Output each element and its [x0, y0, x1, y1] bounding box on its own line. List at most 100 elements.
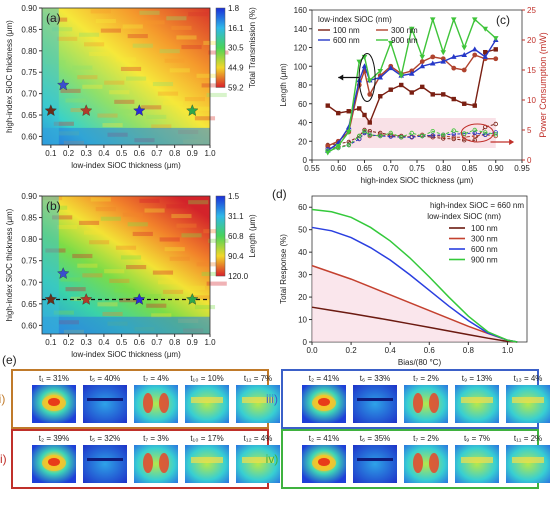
heatmap-texture-band — [196, 73, 217, 78]
power-point — [325, 148, 330, 154]
group-roman-label: i) — [0, 392, 5, 406]
y2-tick-label: 25 — [527, 6, 536, 15]
heatmap-texture-band — [201, 83, 222, 88]
y-tick-label: 0.70 — [21, 90, 37, 99]
y2-tick-label: 20 — [527, 36, 536, 45]
y-tick-label: 0.90 — [21, 4, 37, 13]
mode-lobe — [143, 393, 153, 413]
heatmap-texture-band — [60, 88, 81, 93]
x-tick-label: 0.8 — [169, 149, 181, 158]
colorbar-tick-label: 90.4 — [228, 252, 244, 261]
x-tick-label: 0.5 — [116, 149, 128, 158]
data-point — [482, 26, 489, 32]
mode-label: t₂ = 41% — [309, 374, 339, 383]
heatmap-texture-band — [120, 66, 142, 72]
heatmap-texture-band — [114, 288, 135, 293]
heatmap-texture-band — [171, 25, 192, 30]
x-tick-label: 0.4 — [98, 338, 110, 347]
heatmap-texture-band — [102, 311, 123, 317]
data-point — [366, 78, 373, 84]
y-axis-label: high-index SiOC thickness (μm) — [5, 20, 14, 133]
data-point — [419, 54, 426, 60]
y-tick-label: 0.60 — [21, 321, 37, 330]
mode-profile-image — [455, 445, 499, 483]
mode-lobe — [413, 453, 423, 473]
x-tick-label: 0.60 — [330, 164, 346, 173]
x-tick-label: 0.3 — [81, 338, 93, 347]
data-point — [440, 50, 447, 56]
heatmap-texture-band — [89, 51, 110, 56]
power-point — [462, 131, 467, 136]
mode-stripe — [191, 457, 223, 463]
x-tick-label: 0.4 — [98, 149, 110, 158]
y-tick-label: 20 — [298, 293, 307, 302]
heatmap-texture-band — [115, 245, 137, 250]
data-point — [408, 70, 415, 76]
y-tick-label: 0.85 — [21, 25, 37, 34]
group-roman-label: iii) — [266, 392, 278, 406]
x-axis-label: high-index SiOC thickness (μm) — [361, 176, 474, 185]
heatmap-texture-band — [196, 262, 217, 267]
power-point — [472, 130, 477, 136]
y-axis-label: high-index SiOC thickness (μm) — [5, 208, 14, 321]
power-point — [420, 133, 425, 139]
heatmap-texture-band — [139, 198, 160, 203]
heatmap-texture-band — [157, 280, 179, 285]
mode-lobe — [413, 393, 423, 413]
y-tick-label: 0.80 — [21, 235, 37, 244]
mode-label: t₂ = 41% — [309, 434, 339, 443]
heatmap-texture-band — [127, 34, 148, 39]
mode-label: t₇ = 3% — [143, 434, 169, 443]
data-point — [451, 65, 457, 71]
heatmap-texture-band — [169, 68, 190, 73]
legend-label: 600 nm — [471, 245, 498, 254]
y-tick-label: 60 — [298, 100, 307, 109]
data-point — [430, 54, 436, 60]
data-point — [472, 52, 478, 58]
legend-label: 100 nm — [333, 26, 360, 35]
x-tick-label: 0.4 — [385, 346, 397, 355]
data-point — [483, 49, 488, 55]
data-point — [441, 92, 446, 97]
colorbar-tick-label: 31.1 — [228, 212, 244, 221]
y-tick-label: 60 — [298, 203, 307, 212]
heatmap-texture-band — [159, 49, 180, 54]
data-point — [429, 17, 436, 23]
power-point — [399, 134, 404, 140]
heatmap-texture-band — [84, 42, 105, 47]
mode-lobe — [429, 393, 439, 413]
power-point — [430, 133, 435, 138]
heatmap-texture-band — [206, 281, 227, 286]
colorbar-tick-label: 60.8 — [228, 232, 244, 241]
heatmap-texture-band — [84, 230, 105, 235]
mode-label: t₅ = 40% — [90, 374, 121, 383]
data-point — [493, 47, 498, 52]
legend-title: low-index SiOC (nm) — [318, 15, 392, 24]
length-series-line — [327, 16, 497, 154]
group-roman-label: ii) — [0, 452, 7, 466]
data-point — [398, 73, 405, 79]
data-point — [420, 84, 425, 90]
heatmap-texture-band — [188, 12, 209, 17]
mode-stripe — [461, 457, 493, 463]
power-point — [362, 128, 367, 134]
power-point — [451, 128, 456, 133]
mode-label: t₁₁ = 7% — [244, 374, 272, 383]
panel-label: (c) — [496, 13, 510, 27]
x-tick-label: 0.85 — [462, 164, 478, 173]
heatmap-texture-band — [206, 92, 227, 98]
heatmap-texture-band — [114, 99, 135, 104]
heatmap-texture-band — [181, 233, 202, 238]
mode-profile-image — [83, 445, 127, 483]
mode-stripe — [191, 397, 223, 403]
heatmap-texture-band — [120, 255, 142, 260]
y-tick-label: 120 — [294, 44, 308, 53]
power-point — [409, 130, 414, 136]
power-point — [357, 133, 362, 139]
mode-lobe — [159, 453, 169, 473]
x-tick-label: 0.1 — [45, 338, 57, 347]
heatmap-texture-band — [102, 123, 123, 128]
data-point — [325, 103, 330, 108]
response-series-line — [311, 226, 518, 343]
colorbar-tick-label: 30.5 — [228, 44, 244, 53]
